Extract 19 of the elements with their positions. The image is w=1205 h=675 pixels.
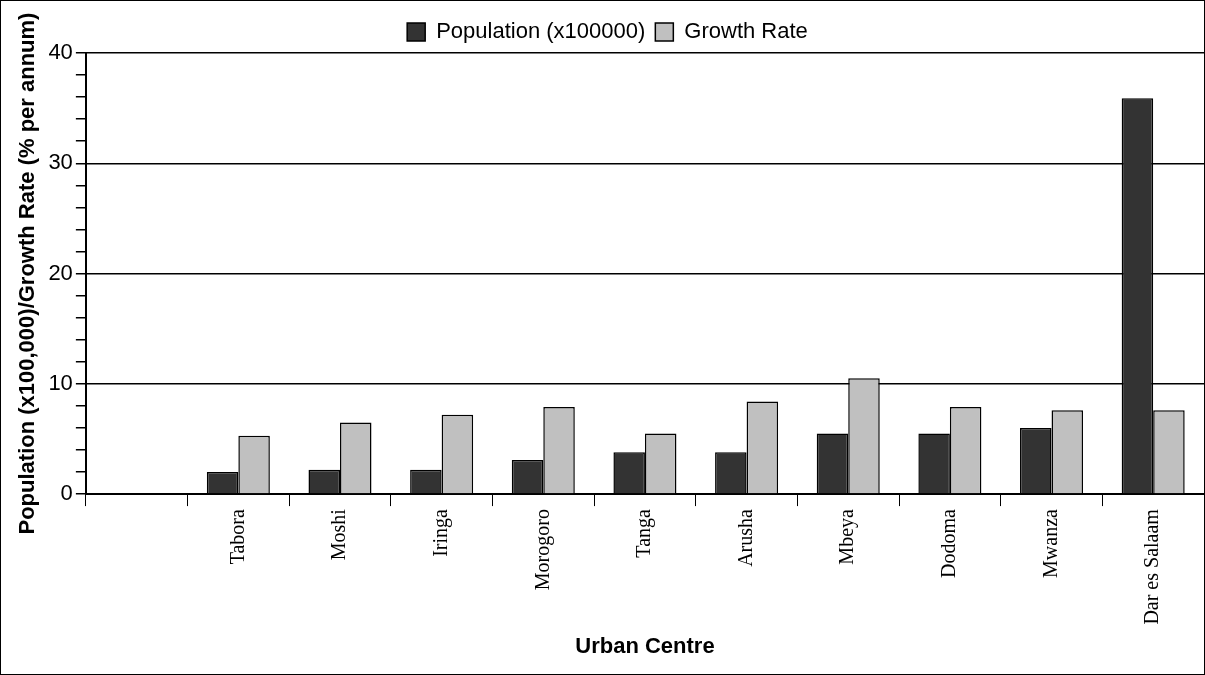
x-axis-title: Urban Centre <box>575 632 715 658</box>
x-tick-label: Tabora <box>225 508 248 565</box>
y-tick-label: 0 <box>60 480 73 506</box>
y-axis-title: Population (x100,000)/Growth Rate (% per annum) <box>14 12 40 535</box>
x-tick-label: Arusha <box>733 508 756 567</box>
x-tick-label: Dar es Salaam <box>1140 508 1163 625</box>
legend-label: Growth Rate <box>684 18 808 44</box>
y-tick-label: 20 <box>48 259 73 285</box>
x-tick-label: Mbeya <box>835 508 859 565</box>
x-tick-label: Mwanza <box>1038 508 1061 578</box>
x-tick-label: Moshi <box>327 508 350 561</box>
x-tick-label: Iringa <box>428 508 452 557</box>
y-tick-label: 40 <box>48 39 73 65</box>
x-tick-label: Tanga <box>632 508 656 558</box>
x-tick-label: Morogoro <box>530 509 554 591</box>
legend-label: Population (x100000) <box>436 18 646 44</box>
y-tick-label: 30 <box>48 149 73 175</box>
y-tick-label: 10 <box>48 369 73 395</box>
x-tick-label: Dodoma <box>937 508 960 578</box>
